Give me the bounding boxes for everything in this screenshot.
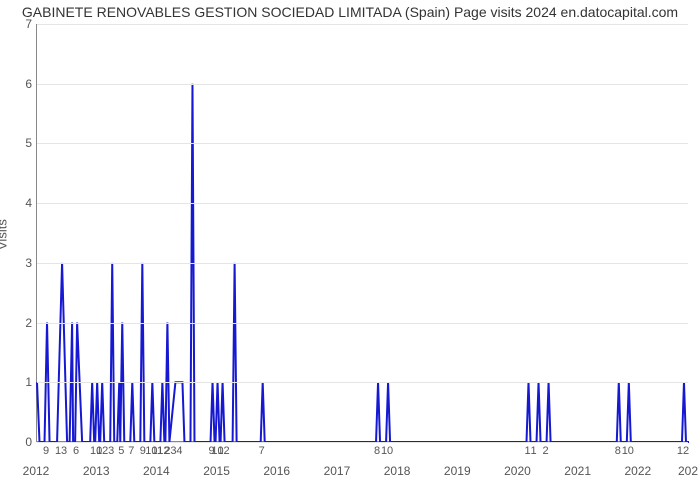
x-point-label: 10 xyxy=(381,445,393,457)
y-tick-label: 5 xyxy=(8,136,32,150)
y-tick-label: 3 xyxy=(8,256,32,270)
x-year-label: 2015 xyxy=(203,464,230,478)
gridline-y xyxy=(37,263,688,264)
y-tick-label: 0 xyxy=(8,435,32,449)
x-year-label: 2021 xyxy=(564,464,591,478)
x-point-label: 1 xyxy=(530,445,536,457)
gridline-y xyxy=(37,323,688,324)
gridline-y xyxy=(37,203,688,204)
x-point-label: 12 xyxy=(96,445,108,457)
x-year-label: 202 xyxy=(678,464,698,478)
x-point-label: 13 xyxy=(55,445,67,457)
y-tick-label: 6 xyxy=(8,77,32,91)
x-point-label: 2 xyxy=(543,445,549,457)
x-year-label: 2019 xyxy=(444,464,471,478)
y-tick-label: 1 xyxy=(8,375,32,389)
line-series xyxy=(37,24,689,442)
x-point-label: 8 xyxy=(374,445,380,457)
x-point-label: 4 xyxy=(176,445,182,457)
x-year-label: 2014 xyxy=(143,464,170,478)
x-year-label: 2016 xyxy=(263,464,290,478)
visits-chart: GABINETE RENOVABLES GESTION SOCIEDAD LIM… xyxy=(0,0,700,500)
chart-title: GABINETE RENOVABLES GESTION SOCIEDAD LIM… xyxy=(0,4,700,20)
x-year-label: 2017 xyxy=(324,464,351,478)
x-point-label: 6 xyxy=(73,445,79,457)
gridline-y xyxy=(37,382,688,383)
x-year-label: 2012 xyxy=(23,464,50,478)
x-point-label: 9 xyxy=(43,445,49,457)
x-point-label: 3 xyxy=(108,445,114,457)
x-point-label: 7 xyxy=(128,445,134,457)
x-year-label: 2018 xyxy=(384,464,411,478)
gridline-y xyxy=(37,442,688,443)
gridline-y xyxy=(37,84,688,85)
y-axis-title: Visits xyxy=(0,219,10,250)
x-year-label: 2020 xyxy=(504,464,531,478)
gridline-y xyxy=(37,143,688,144)
x-point-label: 12 xyxy=(677,445,689,457)
gridline-y xyxy=(37,24,688,25)
plot-area xyxy=(36,24,688,442)
x-point-label: 7 xyxy=(259,445,265,457)
y-tick-label: 4 xyxy=(8,196,32,210)
x-point-label: 8 xyxy=(615,445,621,457)
x-year-label: 2022 xyxy=(624,464,651,478)
y-tick-label: 7 xyxy=(8,17,32,31)
x-point-label: 5 xyxy=(118,445,124,457)
x-point-label: 10 xyxy=(622,445,634,457)
x-point-label: 12 xyxy=(217,445,229,457)
x-year-label: 2013 xyxy=(83,464,110,478)
y-tick-label: 2 xyxy=(8,316,32,330)
